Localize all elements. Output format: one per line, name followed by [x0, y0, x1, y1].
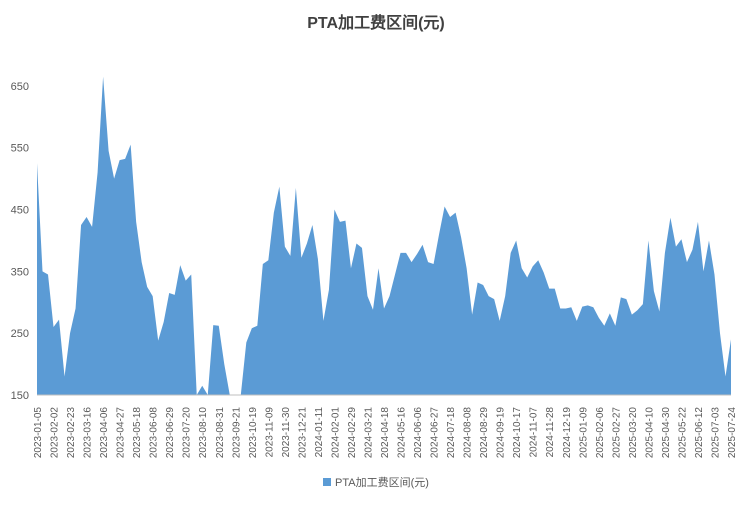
x-tick-label: 2024-06-27 [430, 407, 441, 459]
x-tick-label: 2025-05-22 [677, 407, 688, 459]
chart-title: PTA加工费区间(元) [307, 13, 444, 32]
legend-swatch [323, 478, 331, 486]
x-tick-label: 2025-07-24 [727, 407, 738, 459]
x-tick-label: 2023-03-16 [83, 407, 94, 459]
x-tick-label: 2023-07-20 [182, 407, 193, 459]
y-tick-label: 650 [11, 81, 29, 93]
x-tick-label: 2024-12-19 [562, 407, 573, 459]
x-tick-label: 2023-10-19 [248, 407, 259, 459]
x-tick-label: 2024-11-07 [529, 407, 540, 458]
x-tick-label: 2023-06-08 [149, 407, 160, 459]
x-tick-label: 2023-06-29 [165, 407, 176, 459]
x-tick-label: 2023-11-30 [281, 407, 292, 458]
x-tick-label: 2025-03-20 [628, 407, 639, 459]
y-tick-label: 350 [11, 266, 29, 278]
x-tick-label: 2023-04-06 [99, 407, 110, 459]
x-tick-label: 2024-01-11 [314, 407, 325, 458]
y-tick-label: 150 [11, 390, 29, 402]
x-tick-label: 2024-10-17 [512, 407, 523, 459]
x-tick-label: 2023-08-10 [198, 407, 209, 459]
x-tick-label: 2023-09-21 [231, 407, 242, 459]
x-tick-label: 2024-02-01 [330, 407, 341, 459]
x-tick-label: 2024-11-28 [545, 407, 556, 458]
x-tick-label: 2024-08-08 [463, 407, 474, 459]
x-tick-label: 2025-04-10 [644, 407, 655, 459]
x-tick-label: 2024-09-19 [496, 407, 507, 459]
x-tick-label: 2023-04-27 [116, 407, 127, 459]
x-tick-label: 2025-02-27 [611, 407, 622, 459]
x-tick-label: 2023-11-09 [264, 407, 275, 458]
x-tick-label: 2024-02-29 [347, 407, 358, 459]
x-tick-label: 2024-06-06 [413, 407, 424, 459]
x-tick-label: 2024-05-16 [397, 407, 408, 459]
y-tick-label: 550 [11, 143, 29, 155]
area [37, 76, 731, 395]
x-tick-label: 2025-07-03 [710, 407, 721, 459]
x-tick-label: 2023-05-18 [132, 407, 143, 459]
x-tick-label: 2023-02-02 [50, 407, 61, 459]
x-tick-label: 2025-06-12 [694, 407, 705, 459]
x-tick-label: 2024-03-21 [363, 407, 374, 459]
x-tick-label: 2024-04-18 [380, 407, 391, 459]
x-tick-label: 2023-01-05 [33, 407, 44, 459]
x-tick-label: 2024-07-18 [446, 407, 457, 459]
y-tick-label: 250 [11, 328, 29, 340]
legend-label: PTA加工费区间(元) [335, 476, 429, 489]
x-tick-label: 2025-02-06 [595, 407, 606, 459]
y-tick-label: 450 [11, 205, 29, 217]
x-tick-label: 2024-08-29 [479, 407, 490, 459]
x-tick-label: 2023-08-31 [215, 407, 226, 459]
x-tick-label: 2023-02-23 [66, 407, 77, 459]
x-tick-label: 2025-04-30 [661, 407, 672, 459]
x-tick-label: 2025-01-09 [578, 407, 589, 459]
x-tick-label: 2023-12-21 [297, 407, 308, 459]
